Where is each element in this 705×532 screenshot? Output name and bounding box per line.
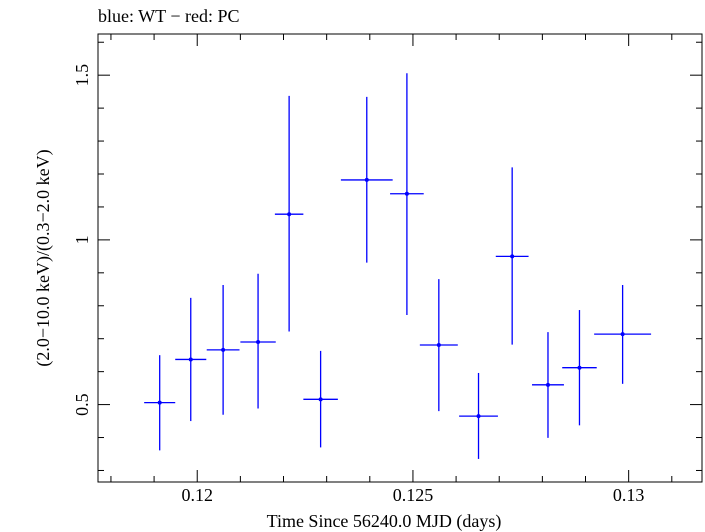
point-marker [188, 357, 193, 362]
data-point [495, 167, 529, 345]
y-tick-label: 0.5 [72, 393, 92, 416]
data-point [459, 372, 498, 459]
x-tick-label: 0.12 [181, 485, 213, 505]
x-axis-label: Time Since 56240.0 MJD (days) [267, 511, 502, 532]
point-marker [620, 332, 625, 337]
point-marker [545, 382, 550, 387]
y-tick-label: 1.5 [72, 64, 92, 87]
point-marker [476, 414, 481, 419]
point-marker [221, 347, 226, 352]
point-marker [157, 400, 162, 405]
data-series [144, 73, 652, 459]
chart-title: blue: WT − red: PC [98, 6, 239, 26]
point-marker [404, 191, 409, 196]
point-marker [577, 365, 582, 370]
y-tick-label: 1 [72, 235, 92, 244]
data-point [419, 279, 458, 412]
data-point [274, 95, 304, 332]
data-point [175, 297, 207, 422]
point-marker [256, 340, 261, 344]
data-point [532, 332, 564, 438]
data-point [206, 285, 240, 415]
data-point [390, 73, 424, 315]
point-marker [318, 397, 323, 402]
point-marker [510, 254, 515, 259]
data-point [240, 273, 276, 409]
data-point [340, 96, 393, 263]
plot-frame [97, 33, 703, 483]
data-point [144, 355, 176, 451]
data-point [594, 285, 652, 384]
data-point [562, 310, 597, 426]
x-tick-label: 0.13 [613, 485, 645, 505]
point-marker [436, 342, 441, 347]
y-axis-label: (2.0−10.0 keV)/(0.3−2.0 keV) [33, 149, 54, 366]
data-point [303, 350, 338, 448]
point-marker [364, 177, 369, 182]
axis-ticks: 0.12 0.125 0.13 0.5 1 1.5 [72, 34, 702, 505]
point-marker [287, 212, 292, 217]
x-tick-label: 0.125 [393, 485, 434, 505]
